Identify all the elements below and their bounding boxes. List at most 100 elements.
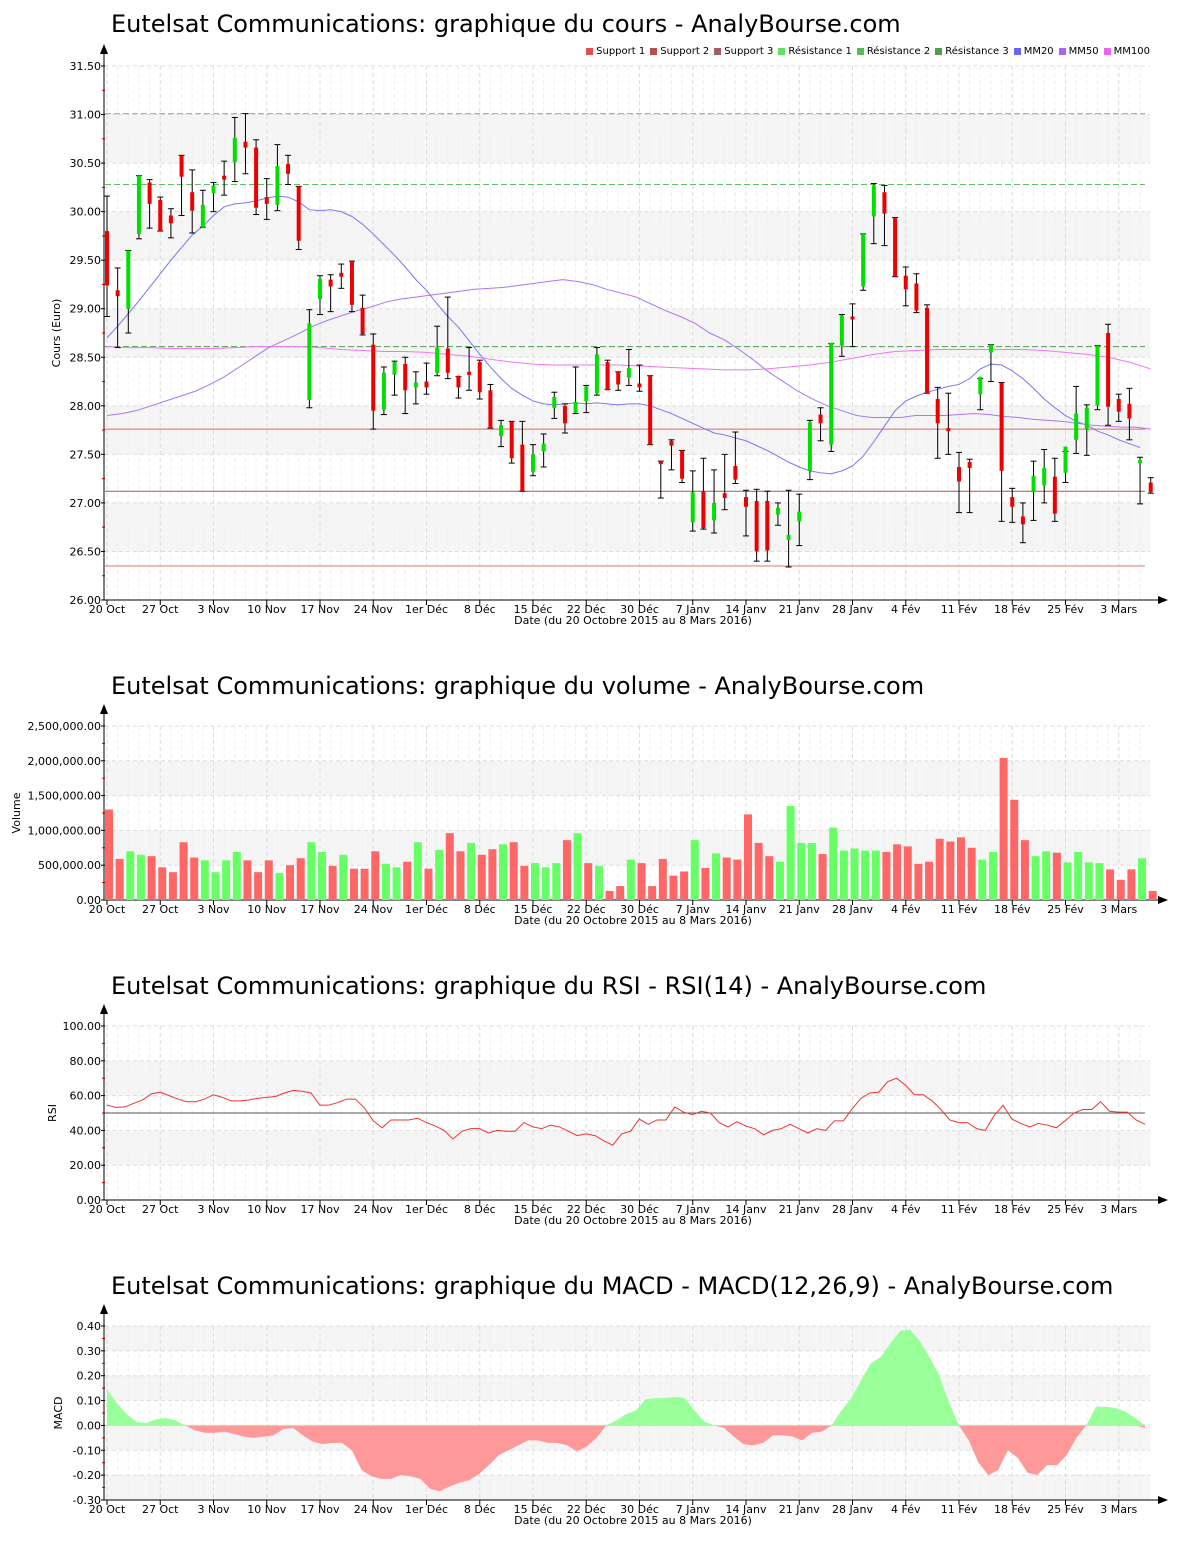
- grid-band: [105, 502, 1150, 552]
- y-axis-arrow-icon: [100, 44, 108, 54]
- y-tick-label: -0.30: [73, 1494, 101, 1507]
- candle-down: [190, 192, 195, 211]
- volume-bar-down: [765, 856, 774, 900]
- legend-label: MM100: [1113, 46, 1150, 57]
- legend-swatch-icon: [650, 48, 658, 55]
- legend-swatch-icon: [935, 48, 943, 55]
- x-axis-arrow-icon: [1158, 1196, 1168, 1204]
- volume-bar-down: [1020, 840, 1029, 900]
- volume-bar-up: [1031, 856, 1040, 900]
- y-tick-label: 28.00: [70, 400, 102, 413]
- x-tick-label: 14 Janv: [726, 603, 767, 616]
- y-tick-label: 100.00: [63, 1020, 102, 1033]
- volume-bar-up: [829, 827, 838, 900]
- y-tick-label: 1,500,000.00: [28, 790, 101, 803]
- candle-down: [360, 307, 365, 334]
- x-tick-label: 30 Déc: [620, 1503, 659, 1516]
- candle-up: [797, 511, 802, 522]
- x-tick-label: 20 Oct: [89, 1503, 126, 1516]
- volume-bar-up: [499, 844, 508, 900]
- volume-bar-up: [1074, 851, 1083, 900]
- candle-up: [1042, 467, 1047, 486]
- x-tick-label: 17 Nov: [301, 1503, 340, 1516]
- candle-down: [286, 164, 291, 174]
- legend-item: Résistance 2: [856, 46, 930, 57]
- x-tick-label: 18 Fév: [994, 603, 1031, 616]
- volume-bar-down: [903, 846, 912, 900]
- candle-down: [1020, 516, 1025, 525]
- legend-swatch-icon: [778, 48, 786, 55]
- volume-bar-down: [488, 849, 497, 900]
- macd-negative-area: [107, 1425, 1145, 1492]
- volume-bar-down: [637, 863, 646, 900]
- volume-bar-down: [105, 809, 113, 900]
- candle-down: [520, 444, 525, 492]
- x-tick-label: 10 Nov: [247, 903, 286, 916]
- legend-label: Résistance 3: [945, 46, 1009, 57]
- x-tick-label: 3 Mars: [1100, 1503, 1137, 1516]
- x-tick-label: 25 Fév: [1047, 1503, 1084, 1516]
- candle-up: [1074, 413, 1079, 440]
- volume-bar-up: [1042, 851, 1051, 900]
- candle-down: [222, 175, 227, 180]
- volume-bar-up: [467, 842, 476, 900]
- candle-up: [126, 250, 131, 309]
- x-tick-label: 24 Nov: [354, 1503, 393, 1516]
- candle-down: [371, 344, 376, 411]
- volume-bar-down: [328, 865, 337, 900]
- rsi-chart-plot: 0.00 20.00 40.00 60.00 80.00 100.00 20 Oct 27 O…: [46, 1004, 1168, 1227]
- candle-up: [1031, 475, 1036, 493]
- volume-bar-up: [541, 867, 550, 900]
- volume-bar-up: [232, 851, 241, 900]
- x-tick-label: 4 Fév: [891, 1203, 921, 1216]
- volume-bar-down: [935, 838, 944, 900]
- y-tick-label: 28.50: [70, 351, 102, 364]
- candle-down: [850, 316, 855, 320]
- y-tick-label: 0.30: [77, 1345, 102, 1358]
- candle-down: [158, 199, 163, 232]
- legend-item: Résistance 1: [778, 46, 852, 57]
- x-tick-label: 22 Déc: [567, 903, 606, 916]
- macd-chart-plot: -0.30 -0.20 -0.10 0.00 0.10 0.20 0.30 0.40 20 Oc…: [52, 1304, 1168, 1527]
- volume-bar-down: [115, 858, 124, 900]
- candle-down: [296, 186, 301, 241]
- volume-bar-up: [573, 833, 582, 900]
- candle-down: [754, 500, 759, 552]
- grid-band: [105, 1326, 1150, 1351]
- x-tick-label: 14 Janv: [726, 1203, 767, 1216]
- volume-bar-up: [307, 842, 316, 900]
- x-tick-label: 14 Janv: [726, 903, 767, 916]
- candle-down: [1127, 403, 1132, 419]
- candle-down: [925, 307, 930, 394]
- candle-up: [392, 362, 397, 375]
- volume-chart-plot: 0.00 500,000.00 1,000,000.00 1,500,000.00 2,…: [10, 704, 1168, 927]
- macd-positive-area: [107, 1329, 1145, 1426]
- candle-down: [349, 261, 354, 305]
- y-axis-arrow-icon: [100, 704, 108, 714]
- x-tick-label: 22 Déc: [567, 1203, 606, 1216]
- candle-up: [200, 204, 205, 228]
- candle-down: [328, 279, 333, 287]
- candle-down: [765, 500, 770, 551]
- x-tick-label: 7 Janv: [676, 1203, 710, 1216]
- candle-up: [839, 315, 844, 346]
- x-tick-label: 10 Nov: [247, 603, 286, 616]
- x-tick-label: 11 Fév: [941, 1203, 978, 1216]
- x-axis-label: Date (du 20 Octobre 2015 au 8 Mars 2016): [514, 1514, 752, 1527]
- y-axis-arrow-icon: [100, 1304, 108, 1314]
- volume-bar-down: [925, 861, 934, 900]
- candle-up: [531, 454, 535, 472]
- grid-band: [105, 114, 1150, 164]
- y-tick-label: 30.00: [70, 206, 102, 219]
- volume-bar-up: [1095, 863, 1104, 900]
- y-tick-label: 27.00: [70, 497, 102, 510]
- candle-up: [275, 166, 280, 205]
- volume-bar-down: [424, 868, 433, 900]
- candle-up: [1084, 407, 1089, 430]
- volume-bar-down: [733, 859, 742, 900]
- x-axis-arrow-icon: [1158, 596, 1168, 604]
- candle-down: [445, 348, 450, 373]
- candle-down: [1052, 476, 1057, 514]
- volume-bar-down: [1010, 799, 1019, 900]
- candle-up: [829, 342, 834, 445]
